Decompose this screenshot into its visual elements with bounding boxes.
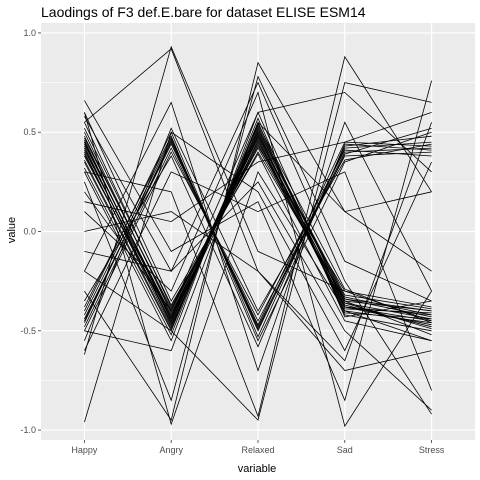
- series-line-17: [84, 128, 432, 312]
- series-line-36: [84, 82, 432, 421]
- y-axis-title: value: [6, 217, 18, 243]
- chart-title: Laodings of F3 def.E.bare for dataset EL…: [41, 4, 366, 20]
- series-line-4: [84, 127, 432, 328]
- series-line-16: [84, 131, 432, 320]
- x-axis: Happy Angry Relaxed Sad Stress: [71, 440, 445, 455]
- y-tick-label: 0.0: [23, 227, 36, 237]
- x-tick-label: Relaxed: [241, 445, 274, 455]
- series-line-43: [84, 171, 432, 391]
- series-line-12: [84, 138, 432, 310]
- series-line-45: [84, 122, 432, 362]
- series-line-27: [84, 149, 432, 331]
- series-line-42: [84, 92, 432, 312]
- series-line-48: [84, 112, 432, 223]
- y-tick-label: 1.0: [23, 28, 36, 38]
- x-tick-label: Stress: [419, 445, 445, 455]
- series-line-25: [84, 141, 432, 326]
- series-line-15: [84, 135, 432, 330]
- series-line-38: [84, 131, 432, 423]
- series-line-30: [84, 143, 432, 348]
- series-line-31: [84, 45, 432, 355]
- x-tick-label: Happy: [71, 445, 98, 455]
- y-tick-label: -0.5: [20, 326, 36, 336]
- x-axis-title: variable: [238, 463, 277, 475]
- x-tick-label: Sad: [337, 445, 353, 455]
- series-line-33: [84, 61, 432, 422]
- series-line-47: [84, 101, 432, 372]
- series-line-24: [84, 131, 432, 338]
- series-line-44: [84, 121, 432, 352]
- x-tick-label: Angry: [159, 445, 183, 455]
- series-line-18: [84, 123, 432, 330]
- y-tick-label: -1.0: [20, 425, 36, 435]
- series-line-34: [84, 112, 432, 426]
- series-line-40: [84, 81, 432, 415]
- series-line-19: [84, 112, 432, 342]
- series-line-10: [84, 129, 432, 318]
- series-line-39: [84, 80, 432, 402]
- series-line-29: [84, 127, 432, 341]
- series-line-41: [84, 181, 432, 411]
- y-tick-label: 0.5: [23, 127, 36, 137]
- series-line-46: [84, 75, 432, 402]
- series-line-35: [84, 55, 432, 418]
- series-lines: [84, 45, 432, 428]
- y-axis: -1.0 -0.5 0.0 0.5 1.0: [20, 28, 41, 435]
